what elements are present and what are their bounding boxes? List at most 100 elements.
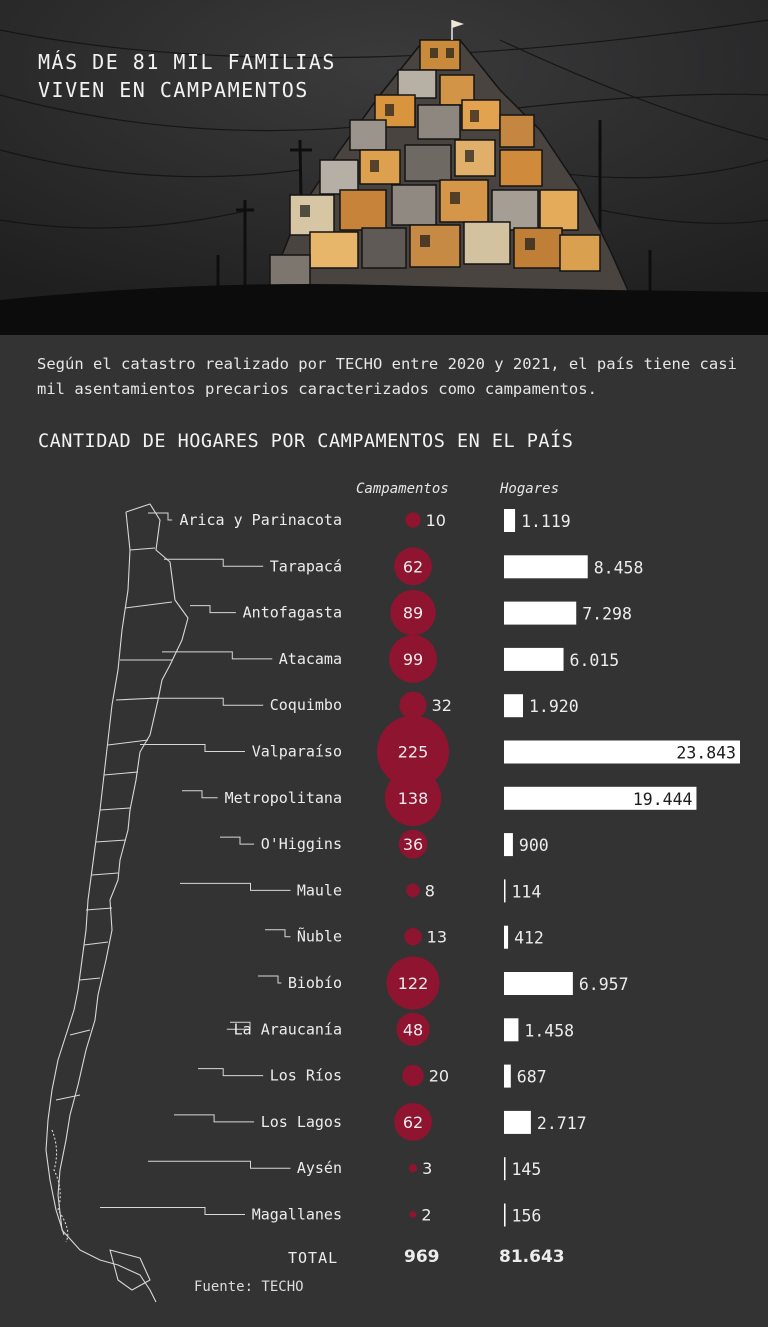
hogares-bar: [504, 1157, 506, 1181]
hogares-bar: [504, 786, 697, 810]
region-label: Aysén: [297, 1159, 342, 1177]
campamentos-bubble: [377, 715, 449, 788]
leader-line: [150, 697, 264, 706]
hogares-label: 900: [519, 836, 549, 855]
campamentos-bubble: [402, 1064, 424, 1087]
hogares-label: 145: [512, 1160, 542, 1179]
campamentos-bubble: [390, 589, 436, 636]
campamentos-bubble: [386, 956, 440, 1010]
leader-line: [162, 651, 273, 660]
campamentos-label: 36: [403, 835, 423, 854]
campamentos-label: 138: [398, 789, 429, 808]
hogares-label: 114: [512, 882, 542, 901]
hogares-label: 2.717: [537, 1114, 587, 1133]
campamentos-label: 99: [403, 650, 423, 669]
campamentos-label: 2: [421, 1206, 431, 1225]
hogares-label: 687: [517, 1068, 547, 1087]
campamentos-bubble: [409, 1211, 417, 1218]
hogares-bar: [504, 601, 577, 625]
leader-line: [140, 744, 245, 752]
campamentos-bubble: [408, 1164, 418, 1173]
campamentos-label: 10: [426, 511, 446, 530]
campamentos-label: 13: [427, 928, 447, 947]
hogares-bar: [504, 509, 516, 532]
campamentos-label: 62: [403, 1113, 423, 1132]
leader-line: [190, 605, 236, 614]
campamentos-label: 89: [403, 604, 423, 623]
campamentos-bubble: [384, 769, 442, 826]
campamentos-label: 48: [403, 1020, 423, 1039]
leader-line: [148, 512, 173, 521]
source-note: Fuente: TECHO: [194, 1279, 304, 1295]
leader-lines: [100, 512, 291, 1215]
region-label: La Araucanía: [234, 1020, 342, 1038]
campamentos-bubble: [406, 883, 420, 898]
region-label: Los Ríos: [270, 1067, 342, 1085]
region-label: Metropolitana: [225, 789, 342, 807]
header-illustration: MÁS DE 81 MIL FAMILIAS VIVEN EN CAMPAMEN…: [0, 0, 768, 335]
total-campamentos: 969: [404, 1247, 440, 1267]
leader-line: [226, 1021, 251, 1030]
hogares-bar: [504, 1018, 519, 1042]
leader-line: [100, 1207, 245, 1215]
hogares-bar: [504, 694, 524, 718]
campamentos-bubble: [398, 829, 428, 859]
shanty-town-illustration: [0, 0, 768, 335]
campamentos-label: 225: [398, 743, 429, 762]
leader-line: [198, 1068, 264, 1077]
campamentos-label: 122: [398, 974, 429, 993]
column-header-hogares: Hogares: [500, 481, 560, 497]
leader-line: [265, 929, 291, 938]
hogares-bar: [504, 740, 740, 764]
hogares-bar: [504, 833, 513, 857]
header-title-line2: VIVEN EN CAMPAMENTOS: [38, 78, 309, 102]
leader-line: [220, 836, 255, 845]
region-label: Ñuble: [297, 927, 342, 946]
leader-line: [182, 790, 218, 799]
hogares-label: 23.843: [676, 744, 736, 763]
hogares-label: 1.119: [521, 512, 571, 531]
campamentos-label: 8: [425, 881, 435, 900]
campamentos-label: 32: [432, 696, 452, 715]
intro-paragraph: Según el catastro realizado por TECHO en…: [37, 355, 737, 398]
hogares-bar: [504, 1064, 511, 1088]
region-label: Los Lagos: [261, 1113, 342, 1131]
chile-outline-north: [57, 503, 189, 1303]
region-label: Valparaíso: [252, 743, 342, 761]
hogares-label: 19.444: [633, 790, 693, 809]
region-label: Biobío: [288, 974, 342, 992]
hogares-label: 8.458: [594, 558, 644, 577]
header-title-line1: MÁS DE 81 MIL FAMILIAS: [38, 50, 336, 74]
campamentos-label: 3: [422, 1159, 432, 1178]
hogares-bar: [504, 879, 506, 903]
campamentos-label: 62: [403, 557, 423, 576]
campamentos-bubble: [396, 1012, 430, 1046]
hogares-bar: [504, 555, 588, 579]
total-hogares: 81.643: [499, 1247, 565, 1267]
region-label: Arica y Parinacota: [179, 511, 342, 529]
hogares-label: 6.957: [579, 975, 629, 994]
hogares-label: 412: [514, 929, 544, 948]
campamentos-bubble: [404, 928, 422, 946]
chart-title: CANTIDAD DE HOGARES POR CAMPAMENTOS EN E…: [38, 431, 574, 452]
hogares-bar: [504, 925, 509, 949]
region-label: Maule: [297, 881, 342, 899]
leader-line: [174, 1114, 255, 1123]
region-label: Tarapacá: [270, 557, 342, 575]
region-label: Coquimbo: [270, 696, 342, 714]
region-label: Magallanes: [252, 1206, 342, 1224]
hogares-bar: [504, 1110, 531, 1134]
campamentos-bubble: [405, 512, 421, 528]
campamentos-bubble: [399, 691, 427, 719]
hogares-label: 6.015: [570, 651, 620, 670]
column-header-campamentos: Campamentos: [356, 481, 449, 497]
campamentos-bubble: [394, 547, 432, 586]
hogares-label: 156: [512, 1207, 542, 1226]
leader-line: [148, 1160, 291, 1169]
hogares-bar: [504, 1203, 506, 1227]
leader-line: [180, 882, 291, 891]
hogares-bar: [504, 972, 573, 995]
hogares-label: 7.298: [582, 605, 632, 624]
region-label: Antofagasta: [243, 604, 342, 622]
